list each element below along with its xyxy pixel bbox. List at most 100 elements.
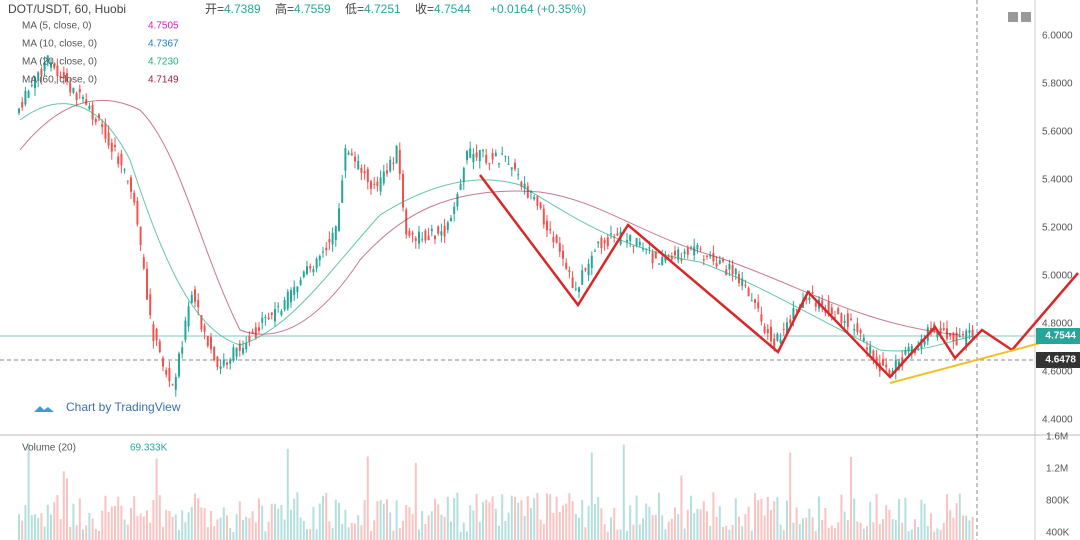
- volume-bar: [709, 526, 712, 540]
- volume-bar: [437, 504, 440, 540]
- candle-body: [270, 312, 273, 315]
- candle-body: [805, 297, 808, 300]
- volume-bar: [171, 516, 174, 540]
- volume-bar: [779, 524, 782, 540]
- candle-body: [344, 148, 347, 171]
- last-price-tag: [1036, 328, 1080, 344]
- volume-bar: [290, 509, 292, 540]
- volume-bar: [546, 493, 548, 540]
- candle-body: [776, 333, 779, 341]
- candle-body: [882, 358, 884, 366]
- candle-body: [635, 238, 638, 246]
- volume-bar: [936, 528, 939, 540]
- volume-bar: [930, 513, 932, 540]
- candle-body: [472, 153, 475, 163]
- candle-body: [510, 167, 513, 170]
- volume-bar: [280, 505, 283, 540]
- volume-bar: [571, 501, 574, 540]
- candle-body: [318, 255, 321, 261]
- candle-body: [504, 155, 507, 157]
- candle-body: [514, 162, 516, 170]
- candle-body: [443, 225, 446, 237]
- volume-bar: [702, 501, 705, 540]
- volume-bar: [821, 519, 824, 540]
- candle-body: [21, 101, 24, 108]
- volume-bar: [213, 526, 216, 540]
- candle-body: [421, 239, 424, 241]
- volume-bar: [530, 508, 532, 540]
- volume-bar: [629, 505, 632, 540]
- candle-body: [562, 250, 564, 259]
- volume-bar: [658, 492, 660, 540]
- volume-bar: [840, 494, 843, 540]
- candle-body: [475, 152, 478, 158]
- volume-bar: [690, 495, 692, 540]
- candle-body: [53, 64, 56, 68]
- volume-bar: [427, 515, 430, 540]
- volume-bar: [104, 495, 107, 540]
- volume-bar: [306, 529, 308, 540]
- volume-bar: [894, 519, 897, 540]
- volume-bar: [699, 509, 702, 540]
- volume-bar: [219, 517, 222, 540]
- candle-body: [133, 192, 136, 203]
- candle-body: [347, 152, 350, 155]
- candle-body: [142, 257, 145, 269]
- volume-bar: [338, 502, 340, 540]
- volume-bar: [971, 516, 974, 540]
- candle-body: [309, 266, 312, 269]
- candle-body: [594, 250, 596, 252]
- volume-bar: [946, 494, 948, 540]
- volume-bar: [389, 512, 392, 540]
- volume-bar: [507, 512, 510, 540]
- volume-bar: [302, 520, 305, 540]
- volume-bar: [91, 518, 94, 540]
- candle-body: [808, 297, 811, 300]
- volume-bar: [414, 462, 417, 540]
- volume-bar: [597, 497, 600, 540]
- ohlc-value: 4.7251: [364, 2, 401, 16]
- candle-body: [120, 153, 123, 166]
- candle-body: [789, 319, 792, 324]
- volume-bar: [613, 507, 616, 540]
- volume-bar: [158, 495, 161, 540]
- candle-body: [296, 286, 299, 293]
- volume-bar: [395, 500, 398, 540]
- candle-body: [446, 222, 449, 230]
- candle-body: [200, 315, 203, 330]
- volume-bar: [498, 525, 500, 540]
- volume-bar: [680, 475, 683, 540]
- candle-body: [379, 177, 382, 192]
- volume-bar: [686, 509, 689, 540]
- volume-bar: [856, 521, 859, 540]
- candle-body: [392, 162, 395, 164]
- candle-body: [494, 152, 497, 157]
- volume-bar: [677, 514, 680, 540]
- candle-body: [587, 263, 590, 276]
- candle-body: [888, 370, 891, 376]
- volume-bar: [312, 506, 315, 540]
- volume-bar: [456, 492, 459, 540]
- candle-body: [190, 294, 193, 304]
- volume-bar: [882, 518, 884, 540]
- candle-body: [277, 306, 280, 308]
- candle-body: [286, 291, 289, 309]
- volume-bar: [898, 498, 900, 540]
- volume-bar: [632, 524, 635, 540]
- volume-bar: [910, 529, 913, 540]
- candle-body: [702, 259, 705, 261]
- candle-body: [795, 309, 798, 311]
- volume-bar: [802, 518, 804, 540]
- volume-bar: [734, 498, 737, 540]
- candle-body: [520, 181, 523, 187]
- volume-bar: [901, 522, 904, 540]
- volume-bar: [402, 520, 404, 540]
- candle-body: [238, 343, 241, 352]
- volume-bar: [789, 452, 792, 540]
- volume-bar: [488, 502, 491, 540]
- candle-body: [165, 370, 168, 375]
- candle-body: [923, 341, 926, 345]
- volume-bar: [869, 501, 872, 540]
- candle-body: [786, 322, 788, 334]
